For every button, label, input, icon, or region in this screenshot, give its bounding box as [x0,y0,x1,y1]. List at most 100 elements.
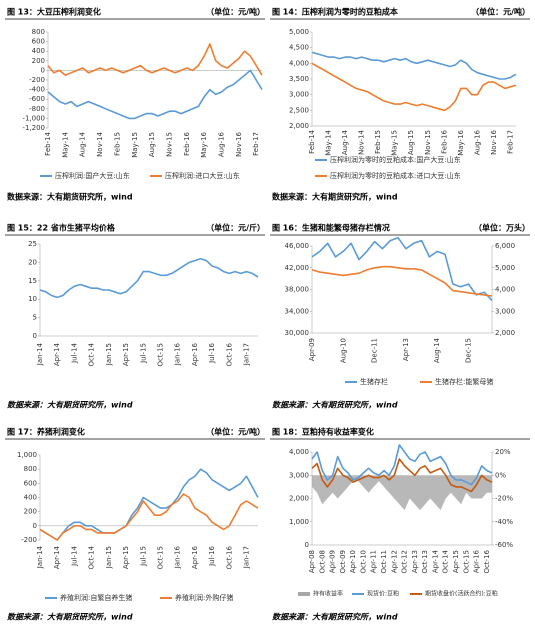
x-tick-label: Apr-09 [329,550,337,573]
x-tick-label: Apr-15 [122,343,130,366]
line [47,43,263,76]
y-tick-label: 0 [33,522,37,530]
x-tick-label: Feb-14 [44,131,52,155]
y-tick-label: -200 [21,536,37,544]
legend-label: 压榨利润:进口大豆:山东 [165,171,240,180]
y-tick-label: 0 [33,332,37,340]
y-tick-label: 5,000 [289,28,309,36]
legend-label: 持有收益率 [313,590,343,598]
legend-label: 压榨利润为零时的豆粕成本:国产大豆:山东 [330,155,461,164]
y2-tick-label: 5,000 [495,264,515,272]
x-tick-label: Oct-14 [88,342,96,366]
line [39,493,259,541]
x-tick-label: Feb-16 [183,131,191,155]
x-tick-label: Oct-14 [88,545,96,569]
x-tick-label: Nov-14 [96,131,104,156]
x-tick-label: Oct-16 [225,342,233,366]
x-tick-label: Apr-10 [349,550,357,573]
figure-title: 图 14：压榨利润为零时的豆粕成本 [272,7,398,17]
x-tick-label: Oct-14 [442,549,450,573]
x-tick-label: Apr-13 [411,550,419,573]
x-tick-label: May-15 [131,132,139,158]
x-tick-label: Oct-11 [380,550,388,574]
y-tick-label: 2,000 [289,122,309,130]
x-tick-label: Aug-14 [341,129,349,155]
x-tick-label: Jul-14 [70,545,78,566]
legend-label: 期货收盘价(活跃合约):豆粕 [425,590,498,598]
y-tick-label: 10 [28,295,37,303]
x-tick-label: May-15 [391,130,399,156]
y-tick-label: 2,000 [289,495,309,503]
x-tick-label: Nov-15 [165,132,173,157]
x-tick-label: Jul-15 [139,546,147,567]
x-tick-label: May-16 [457,129,465,155]
x-tick-label: Aug-14 [433,337,441,363]
x-tick-label: Apr-09 [308,338,316,361]
x-tick-label: Nov-15 [424,130,432,155]
x-tick-label: Oct-15 [156,546,164,570]
figure-title: 图 16：生猪和能繁母猪存栏情况 [272,223,390,233]
y-tick-label: 25 [28,240,37,248]
y-tick-label: 15 [28,277,37,285]
legend-label: 现货价:豆粕 [367,590,399,598]
line [311,62,517,112]
line [39,468,259,541]
y-tick-label: 600 [32,38,45,46]
x-tick-label: Oct-12 [401,550,409,574]
y-tick-label: 200 [32,57,45,65]
y-tick-label: 3,500 [289,75,309,83]
x-tick-label: Aug-15 [407,130,415,155]
y-tick-label: 3,000 [289,91,309,99]
x-tick-label: Jul-15 [139,343,147,364]
y-tick-label: 800 [24,465,37,473]
x-tick-label: Jul-16 [208,342,216,363]
y-tick-label: 46,000 [285,242,310,250]
legend-label: 生猪存栏:能繁母猪 [435,377,493,386]
x-tick-label: Aug-16 [473,129,481,155]
figure-unit: （单位：元/吨） [206,427,265,437]
line [311,265,493,297]
y-tick-label: 2,500 [289,106,309,114]
x-tick-label: Feb-15 [374,130,382,154]
figure-title: 图 17：养猪利润变化 [7,427,85,437]
x-tick-label: Jan-15 [105,343,113,366]
legend-label: 生猪存栏 [360,377,388,386]
x-tick-label: Nov-16 [235,131,243,156]
figure-unit: （单位：万头） [474,223,530,233]
x-tick-label: Dec-11 [371,338,379,363]
y-tick-label: 400 [32,47,45,55]
source-note: 数据来源：大有期货研究所，wind [272,401,398,410]
line [311,51,517,80]
y-tick-label: 600 [24,479,37,487]
figure-unit: （单位：元/吨） [471,7,530,17]
y-tick-label: 0 [305,541,309,549]
x-tick-label: Nov-16 [490,129,498,154]
figure-title: 图 15：22 省市生猪平均价格 [7,223,116,233]
y-tick-label: 30,000 [285,329,310,337]
y-tick-label: 34,000 [285,307,310,315]
y2-tick-label: 3,000 [495,307,515,315]
x-tick-label: Apr-11 [370,550,378,573]
legend-label: 养殖利润:外购仔猪 [175,593,233,602]
x-tick-label: Apr-16 [191,545,199,569]
x-tick-label: Oct-15 [156,343,164,367]
y-tick-label: 42,000 [285,264,310,272]
x-tick-label: Jan-14 [36,545,44,569]
x-tick-label: Jul-16 [208,545,216,566]
x-tick-label: Feb-17 [252,132,260,156]
y-tick-label: 800 [32,28,45,36]
source-note: 数据来源：大有期货研究所，wind [7,401,133,410]
y-tick-label: 1,000 [17,451,37,459]
x-tick-label: Aug-14 [79,131,87,157]
line [311,237,493,301]
y2-tick-label: -20% [495,495,513,503]
y2-tick-label: 2,000 [495,329,515,337]
x-tick-label: Apr-14 [431,549,439,573]
x-tick-label: Jan-14 [36,342,44,366]
legend-label: 养殖利润:自繁自养生猪 [60,593,132,602]
x-tick-label: Aug-10 [339,338,347,363]
line [47,69,263,120]
figure-unit: （单位：元/吨） [206,7,265,17]
x-tick-label: Apr-08 [308,550,316,573]
